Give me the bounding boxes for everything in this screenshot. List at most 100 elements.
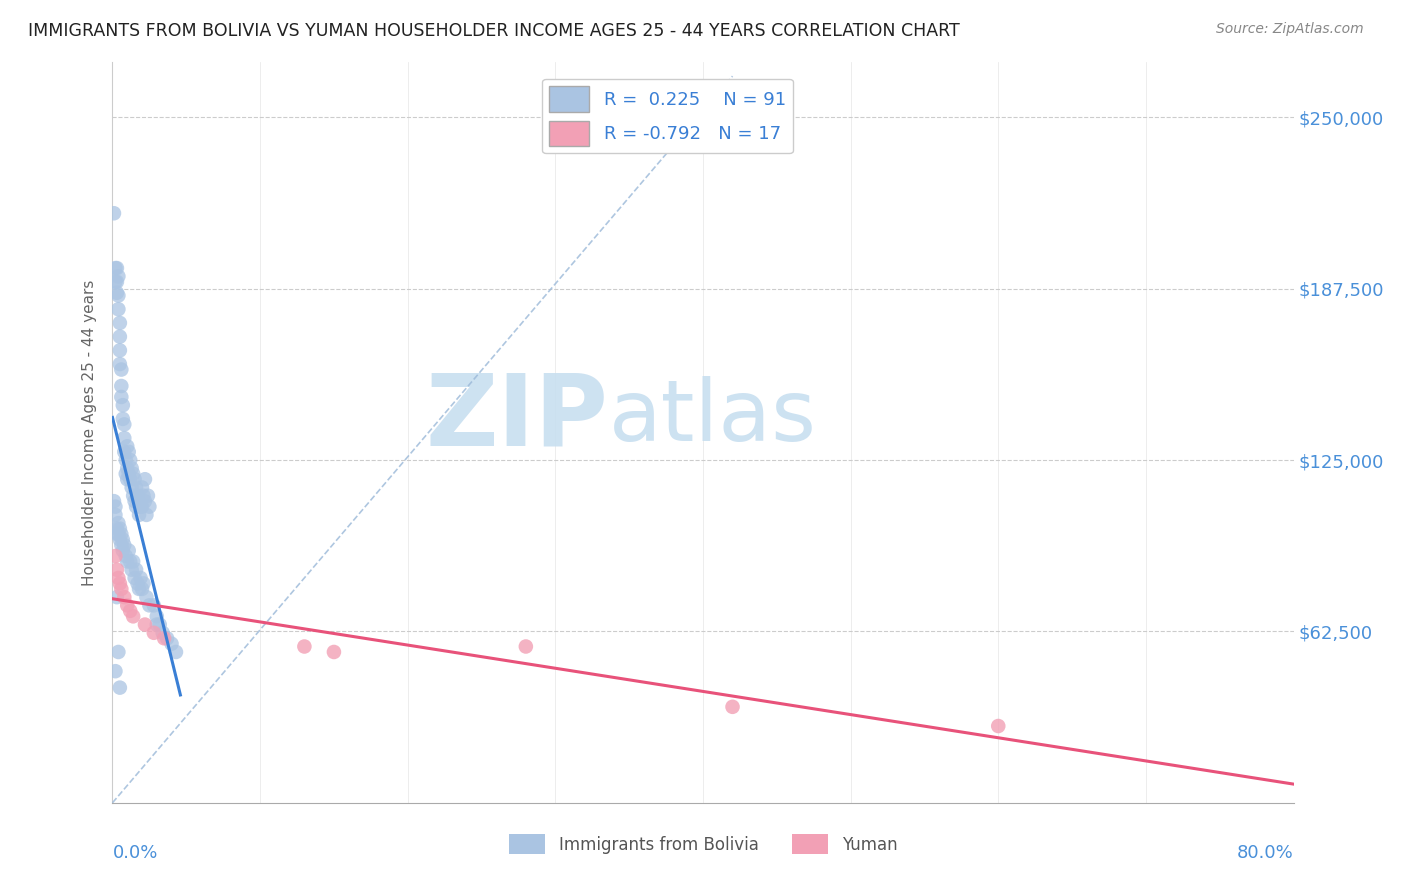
Point: [131, 582, 153, 596]
Point: [117, 554, 138, 568]
Point: [105, 522, 128, 536]
Point: [120, 554, 142, 568]
Point: [108, 357, 131, 371]
Text: 0.0%: 0.0%: [112, 844, 157, 862]
Point: [112, 417, 135, 432]
Point: [104, 549, 127, 563]
Point: [515, 640, 537, 654]
Point: [124, 472, 146, 486]
Point: [142, 599, 165, 613]
Point: [131, 480, 153, 494]
Point: [110, 538, 132, 552]
Legend: Immigrants from Bolivia, Yuman: Immigrants from Bolivia, Yuman: [502, 828, 904, 861]
Point: [125, 480, 148, 494]
Point: [721, 699, 744, 714]
Point: [122, 609, 145, 624]
Point: [131, 500, 153, 514]
Point: [107, 527, 129, 541]
Point: [152, 625, 174, 640]
Point: [121, 563, 143, 577]
Point: [121, 461, 143, 475]
Point: [107, 302, 129, 317]
Point: [138, 599, 160, 613]
Point: [104, 500, 127, 514]
Point: [107, 516, 129, 530]
Point: [110, 527, 132, 541]
Point: [142, 625, 165, 640]
Point: [107, 288, 129, 302]
Point: [129, 571, 152, 585]
Point: [105, 527, 128, 541]
Point: [120, 453, 142, 467]
Point: [128, 494, 150, 508]
Point: [136, 489, 159, 503]
Point: [118, 445, 141, 459]
Point: [120, 604, 142, 618]
Point: [127, 489, 149, 503]
Point: [111, 398, 134, 412]
Point: [292, 640, 315, 654]
Point: [987, 719, 1010, 733]
Point: [105, 275, 128, 289]
Point: [110, 362, 132, 376]
Point: [125, 500, 148, 514]
Point: [129, 500, 152, 514]
Point: [124, 571, 146, 585]
Point: [103, 494, 125, 508]
Point: [127, 576, 149, 591]
Point: [105, 261, 128, 276]
Point: [104, 261, 127, 276]
Point: [128, 582, 150, 596]
Point: [118, 543, 141, 558]
Point: [132, 576, 155, 591]
Point: [160, 637, 183, 651]
Point: [110, 390, 132, 404]
Point: [112, 431, 135, 445]
Text: Source: ZipAtlas.com: Source: ZipAtlas.com: [1216, 22, 1364, 37]
Point: [111, 533, 134, 547]
Y-axis label: Householder Income Ages 25 - 44 years: Householder Income Ages 25 - 44 years: [82, 279, 97, 586]
Point: [323, 645, 346, 659]
Point: [107, 645, 129, 659]
Point: [146, 617, 169, 632]
Point: [124, 494, 146, 508]
Point: [110, 379, 132, 393]
Point: [135, 590, 157, 604]
Point: [134, 617, 156, 632]
Point: [134, 472, 156, 486]
Point: [117, 461, 138, 475]
Point: [110, 582, 132, 596]
Point: [104, 275, 127, 289]
Point: [122, 467, 145, 481]
Point: [112, 590, 135, 604]
Text: atlas: atlas: [609, 376, 817, 459]
Text: IMMIGRANTS FROM BOLIVIA VS YUMAN HOUSEHOLDER INCOME AGES 25 - 44 YEARS CORRELATI: IMMIGRANTS FROM BOLIVIA VS YUMAN HOUSEHO…: [28, 22, 960, 40]
Point: [111, 543, 134, 558]
Point: [120, 472, 142, 486]
Point: [117, 439, 138, 453]
Point: [112, 538, 135, 552]
Point: [146, 609, 169, 624]
Point: [105, 590, 128, 604]
Point: [122, 489, 145, 503]
Point: [156, 632, 179, 646]
Point: [103, 206, 125, 220]
Point: [114, 453, 136, 467]
Point: [108, 576, 131, 591]
Point: [121, 480, 143, 494]
Point: [105, 563, 128, 577]
Text: 80.0%: 80.0%: [1237, 844, 1294, 862]
Point: [112, 445, 135, 459]
Point: [132, 489, 155, 503]
Text: ZIP: ZIP: [426, 369, 609, 467]
Point: [104, 664, 127, 678]
Point: [108, 681, 131, 695]
Point: [105, 285, 128, 300]
Point: [128, 508, 150, 522]
Point: [122, 554, 145, 568]
Point: [125, 563, 148, 577]
Point: [108, 329, 131, 343]
Point: [149, 617, 172, 632]
Point: [104, 508, 127, 522]
Point: [117, 599, 138, 613]
